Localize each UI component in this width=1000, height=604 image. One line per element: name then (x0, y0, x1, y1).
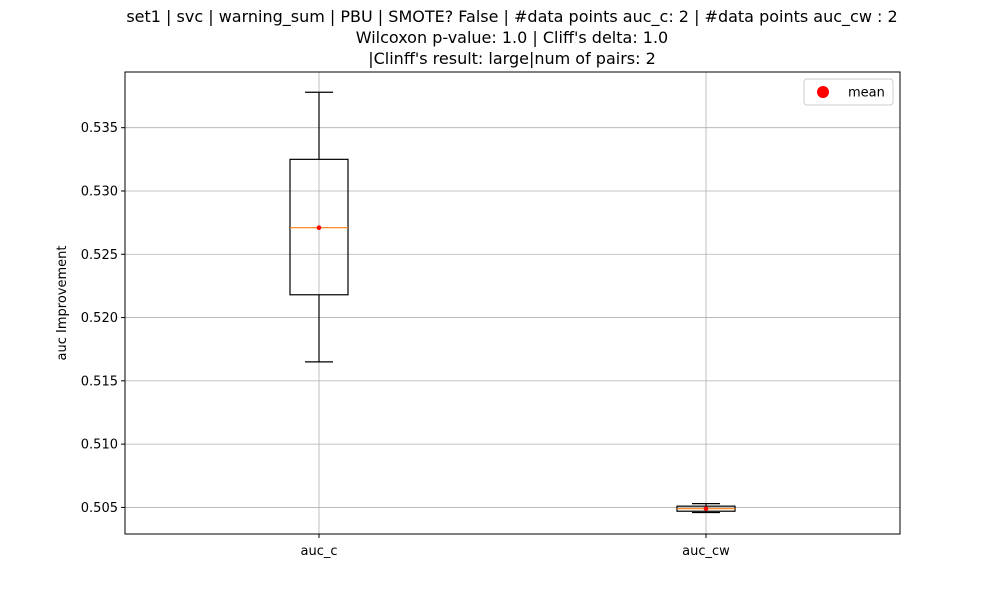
boxes (289, 91, 736, 514)
y-tick-label: 0.510 (81, 438, 118, 453)
chart-title-line-1: set1 | svc | warning_sum | PBU | SMOTE? … (126, 7, 897, 27)
x-tick-label: auc_cw (682, 544, 730, 559)
x-axis: auc_c auc_cw (300, 534, 730, 559)
y-tick-label: 0.525 (81, 248, 118, 263)
y-tick-label: 0.515 (81, 374, 118, 389)
x-tick-label: auc_c (300, 544, 337, 559)
chart-title-line-2: Wilcoxon p-value: 1.0 | Cliff's delta: 1… (356, 28, 668, 47)
grid (125, 72, 900, 534)
y-tick-label: 0.535 (81, 121, 118, 136)
mean-marker (316, 225, 322, 230)
legend: mean (803, 78, 894, 106)
mean-marker (703, 506, 709, 511)
y-tick-label: 0.505 (81, 501, 118, 516)
chart-title: set1 | svc | warning_sum | PBU | SMOTE? … (126, 7, 897, 68)
y-axis: 0.505 0.510 0.515 0.520 0.525 0.530 0.535 (81, 121, 125, 516)
chart-title-line-3: |Clinff's result: large|num of pairs: 2 (368, 49, 656, 68)
plot-area-frame (124, 71, 901, 535)
legend-marker-mean (817, 86, 829, 98)
box-auc_c (289, 91, 349, 363)
box-body (289, 158, 349, 296)
y-tick-label: 0.530 (81, 184, 118, 199)
y-tick-label: 0.520 (81, 311, 118, 326)
y-axis-label: auc Improvement (55, 246, 70, 361)
legend-label-mean: mean (848, 86, 885, 101)
legend-frame (803, 78, 894, 106)
box-auc_cw (676, 503, 736, 514)
